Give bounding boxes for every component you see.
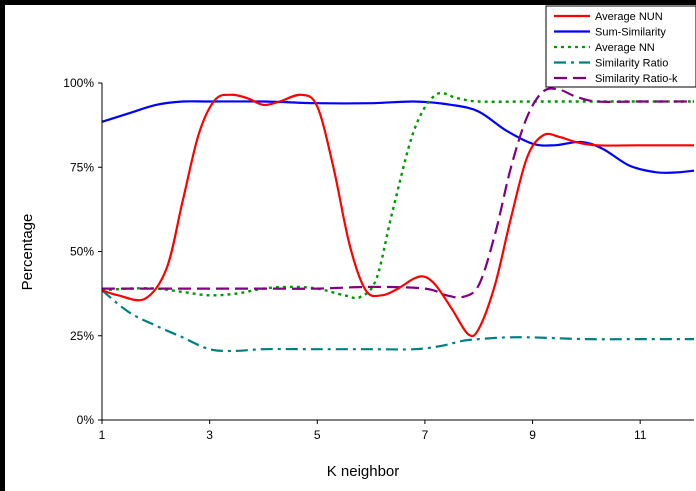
axes-layer: 0% 25% 50% 75% 100% 1 3 5 7 9 11 [63, 76, 694, 442]
chart-frame: 0% 25% 50% 75% 100% 1 3 5 7 9 11 Percentage K neig… [5, 5, 696, 491]
x-tick-label: 5 [314, 428, 321, 442]
y-tick-label: 50% [70, 245, 94, 259]
series-line-sum-similarity [101, 100, 695, 174]
x-tick-label: 7 [422, 428, 429, 442]
legend-label: Sum-Similarity [595, 27, 666, 39]
series-line-average-nun [101, 93, 694, 338]
x-tick-label: 1 [99, 428, 106, 442]
line-chart: 0% 25% 50% 75% 100% 1 3 5 7 9 11 Percentage K neig… [19, 5, 696, 480]
x-tick-label: 3 [206, 428, 213, 442]
legend-label: Similarity Ratio [595, 58, 668, 70]
y-tick-label: 100% [63, 76, 94, 90]
series-line-similarity-ratio-k [102, 87, 694, 299]
series-layer [101, 87, 695, 353]
legend-label: Average NN [595, 42, 655, 54]
y-tick-label: 0% [77, 413, 95, 427]
legend: Average NUN Sum-Similarity Average NN Simil… [545, 5, 696, 88]
x-axis-label: K neighbor [327, 463, 400, 480]
series-line-similarity-ratio [101, 289, 694, 353]
legend-label: Average NUN [595, 11, 663, 23]
y-axis-label: Percentage [19, 214, 36, 291]
legend-label: Similarity Ratio-k [595, 73, 678, 85]
x-tick-label: 11 [634, 428, 647, 442]
x-tick-label: 9 [529, 428, 536, 442]
series-line-average-nn [101, 91, 694, 300]
y-tick-label: 75% [70, 160, 94, 174]
y-tick-label: 25% [70, 329, 94, 343]
